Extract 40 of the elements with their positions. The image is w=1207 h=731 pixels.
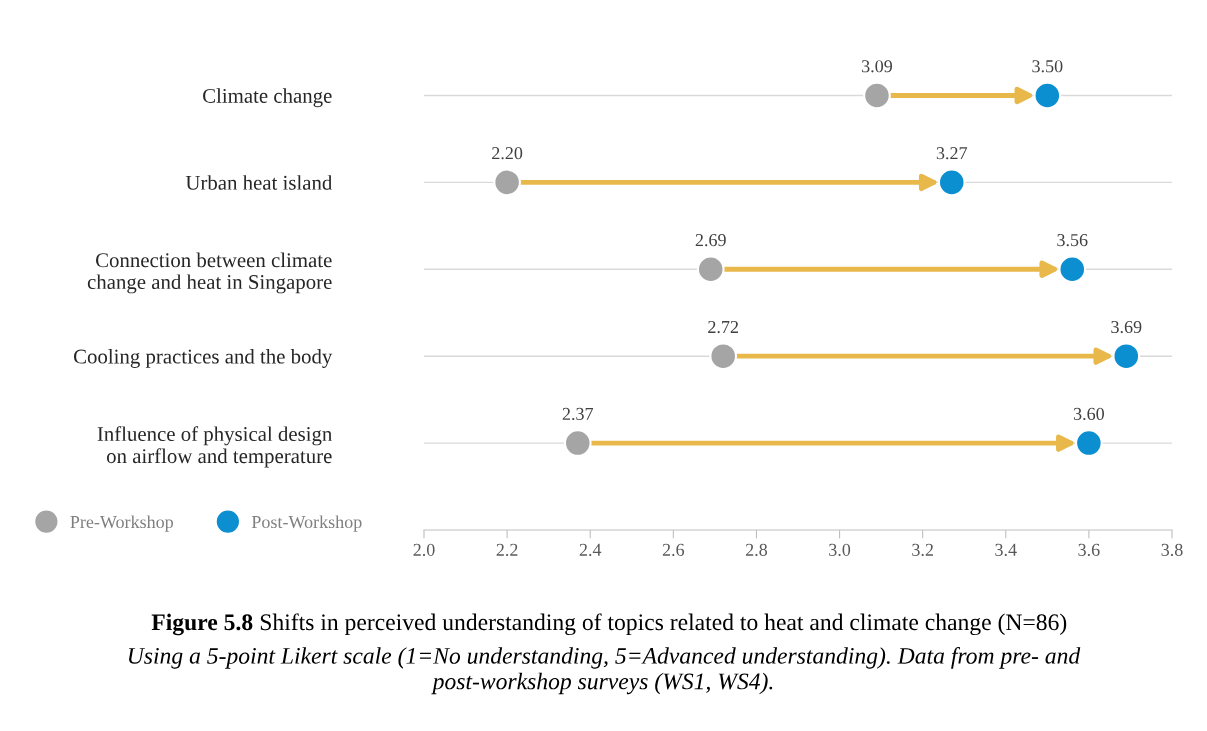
point bbox=[709, 342, 738, 371]
text: Shifts in perceived understanding of topics related to heat and climate change (N=86) bbox=[260, 613, 1067, 636]
legend-label: Post-Workshop bbox=[251, 515, 362, 532]
data-label: 2.20 bbox=[492, 147, 523, 160]
point bbox=[1033, 81, 1062, 110]
data-label: 3.60 bbox=[1073, 407, 1104, 421]
data-label: 2.72 bbox=[708, 320, 738, 334]
x-tick-label: 2.4 bbox=[579, 543, 602, 556]
data-label: 3.27 bbox=[936, 147, 968, 160]
data-label: 3.09 bbox=[862, 60, 893, 73]
point bbox=[493, 168, 521, 197]
point bbox=[1075, 429, 1103, 457]
data-label: 2.69 bbox=[695, 234, 726, 247]
point bbox=[937, 168, 966, 197]
x-tick-label: 3.2 bbox=[912, 543, 933, 556]
point bbox=[563, 429, 592, 457]
text: Using a 5-point Likert scale (1=No understanding, 5=Advanced understanding). Data from pre- and post-workshop surveys (WS1, WS4). bbox=[128, 647, 1081, 695]
point bbox=[863, 81, 891, 110]
x-tick-label: 3.8 bbox=[1161, 543, 1183, 556]
y-tick-label: Urban heat island bbox=[185, 175, 333, 190]
x-tick-label: 3.4 bbox=[995, 543, 1017, 556]
data-label: 3.50 bbox=[1032, 60, 1063, 73]
data-label: 2.37 bbox=[562, 407, 594, 421]
x-tick-label: 2.2 bbox=[496, 543, 518, 556]
y-tick-label: Influence of physical design on airflow and temperature bbox=[97, 426, 333, 468]
point bbox=[1112, 342, 1141, 371]
x-tick-label: 3.6 bbox=[1078, 543, 1100, 556]
x-tick-label: 2.0 bbox=[413, 543, 435, 556]
legend-label: Pre-Workshop bbox=[70, 515, 173, 532]
y-tick-label: Cooling practices and the body bbox=[73, 348, 333, 368]
point bbox=[696, 255, 725, 284]
data-label: 3.69 bbox=[1111, 320, 1142, 334]
x-tick-label: 3.0 bbox=[829, 543, 851, 556]
y-tick-label: Climate change bbox=[203, 88, 332, 108]
point bbox=[1058, 255, 1087, 284]
x-tick-label: 2.6 bbox=[662, 543, 685, 556]
x-tick-label: 2.8 bbox=[745, 543, 768, 556]
caption: Figure 5.8 bbox=[151, 613, 253, 636]
data-label: 3.56 bbox=[1057, 234, 1088, 247]
y-tick-label: Connection between climate change and heat in Singapore bbox=[87, 252, 332, 294]
